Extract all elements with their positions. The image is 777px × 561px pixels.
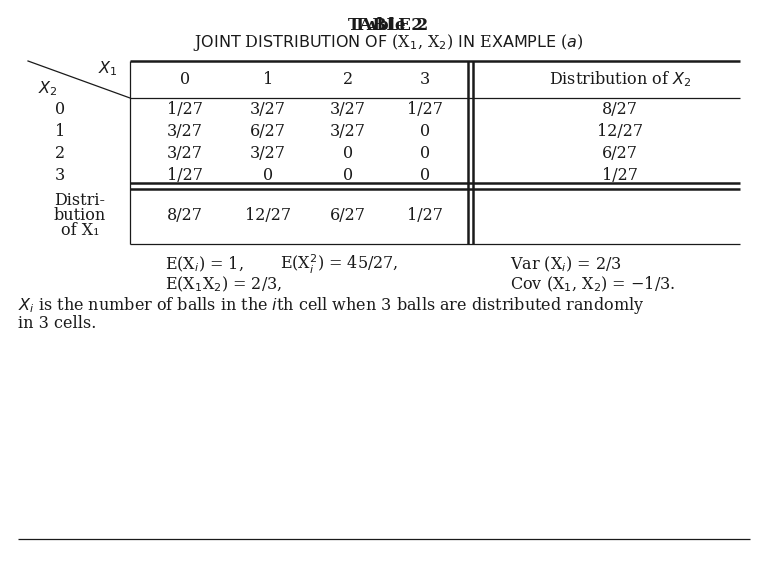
Text: $X_i$ is the number of balls in the $i$th cell when 3 balls are distributed rand: $X_i$ is the number of balls in the $i$t… [18, 296, 644, 316]
Text: 2: 2 [55, 145, 65, 162]
Text: 0: 0 [343, 167, 353, 183]
Text: 12/27: 12/27 [597, 122, 643, 140]
Text: Distribution of $X_2$: Distribution of $X_2$ [549, 70, 691, 89]
Text: 6/27: 6/27 [250, 122, 286, 140]
Text: 8/27: 8/27 [167, 206, 203, 223]
Text: 12/27: 12/27 [245, 206, 291, 223]
Text: 0: 0 [55, 100, 65, 117]
Text: 3/27: 3/27 [250, 145, 286, 162]
Text: Distri-: Distri- [54, 191, 106, 209]
Text: 3/27: 3/27 [167, 122, 203, 140]
Text: 3/27: 3/27 [250, 100, 286, 117]
Text: in 3 cells.: in 3 cells. [18, 315, 96, 332]
Text: E(X$_i$) = 1,: E(X$_i$) = 1, [165, 254, 243, 274]
Text: 3: 3 [55, 167, 65, 183]
Text: Tᴀble 2: Tᴀble 2 [354, 16, 423, 34]
Text: 1/27: 1/27 [407, 100, 443, 117]
Text: 8/27: 8/27 [602, 100, 638, 117]
Text: $X_2$: $X_2$ [38, 80, 57, 98]
Text: 0: 0 [420, 122, 430, 140]
Text: 0: 0 [263, 167, 273, 183]
Text: 1: 1 [263, 71, 274, 88]
Text: 3/27: 3/27 [330, 100, 366, 117]
Text: J$\sf{OINT}$ D$\sf{ISTRIBUTION}$ $\sf{OF}$ (X$_1$, X$_2$) $\sf{IN}$ E$\sf{XAMPLE: J$\sf{OINT}$ D$\sf{ISTRIBUTION}$ $\sf{OF… [193, 31, 584, 53]
Text: 6/27: 6/27 [602, 145, 638, 162]
Text: E(X$_i^2$) = 45/27,: E(X$_i^2$) = 45/27, [280, 252, 399, 275]
Text: 1/27: 1/27 [602, 167, 638, 183]
Text: 3/27: 3/27 [330, 122, 366, 140]
Text: 1/27: 1/27 [167, 100, 203, 117]
Text: 0: 0 [420, 145, 430, 162]
Text: 0: 0 [420, 167, 430, 183]
Text: 3: 3 [420, 71, 430, 88]
Text: $X_1$: $X_1$ [98, 59, 118, 79]
Text: TABLE 2: TABLE 2 [348, 16, 428, 34]
Text: 1/27: 1/27 [167, 167, 203, 183]
Text: Var (X$_i$) = 2/3: Var (X$_i$) = 2/3 [510, 254, 622, 274]
Text: 3/27: 3/27 [167, 145, 203, 162]
Text: Cov (X$_1$, X$_2$) = $-$1/3.: Cov (X$_1$, X$_2$) = $-$1/3. [510, 274, 675, 294]
Text: E(X$_1$X$_2$) = 2/3,: E(X$_1$X$_2$) = 2/3, [165, 274, 282, 294]
Text: 6/27: 6/27 [330, 206, 366, 223]
Text: bution: bution [54, 206, 106, 223]
Text: 0: 0 [343, 145, 353, 162]
Text: 1: 1 [55, 122, 65, 140]
Text: 1/27: 1/27 [407, 206, 443, 223]
Text: of X₁: of X₁ [61, 222, 99, 238]
Text: 2: 2 [343, 71, 353, 88]
Text: 0: 0 [180, 71, 190, 88]
